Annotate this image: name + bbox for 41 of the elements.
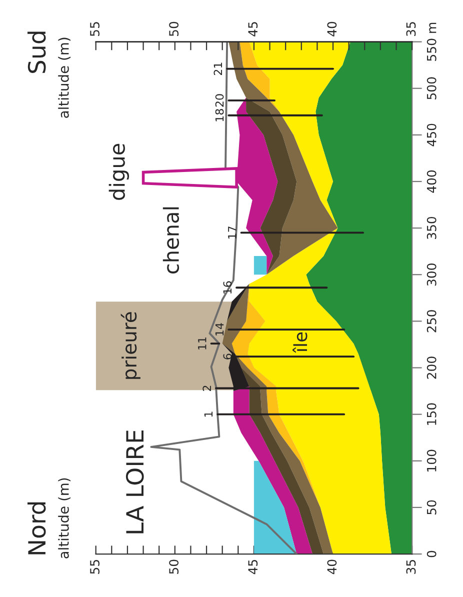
- text: 20: [215, 94, 224, 107]
- y-tick-label: 500: [426, 77, 436, 100]
- annotation: LA LOIRE: [126, 430, 144, 534]
- text: Nord: [27, 502, 46, 554]
- x-tick-label: 45: [248, 22, 258, 36]
- y-tick-label: 300: [426, 264, 436, 286]
- x2-tick-label: 40: [327, 560, 337, 574]
- x-tick-label: 40: [327, 22, 337, 36]
- x2-tick-label: 35: [406, 560, 416, 574]
- text: 2: [202, 386, 211, 391]
- text: 1: [204, 412, 212, 417]
- x-tick-label: 55: [90, 22, 100, 36]
- y-tick-label: 550 m: [426, 22, 436, 61]
- text: 16: [223, 281, 232, 294]
- annotation: île: [292, 332, 308, 353]
- text: 14: [215, 323, 224, 336]
- y-tick-label: 200: [426, 356, 436, 379]
- text: 6: [223, 354, 232, 360]
- text: 18: [215, 109, 224, 122]
- text: 17: [228, 226, 236, 239]
- x-tick-label: 35: [406, 22, 416, 36]
- band-label: prieuré: [120, 312, 140, 379]
- x2-tick-label: 55: [90, 560, 100, 574]
- y-tick-label: 150: [426, 403, 436, 425]
- x2-tick-label: 45: [248, 560, 258, 574]
- y-tick-label: 100: [426, 450, 436, 472]
- text: 21: [214, 62, 222, 76]
- x2-tick-label: 50: [169, 560, 179, 574]
- text: altitude (m): [58, 38, 71, 118]
- y-tick-label: 0: [426, 550, 436, 558]
- annotation: chenal: [162, 207, 180, 274]
- annotation: digue: [108, 144, 130, 200]
- x-tick-label: 50: [169, 22, 179, 36]
- y-tick-label: 350: [426, 216, 436, 240]
- y-tick-label: 250: [426, 310, 436, 332]
- y-tick-label: 450: [426, 124, 436, 146]
- text: 11: [198, 337, 206, 350]
- y-tick-label: 50: [426, 500, 436, 514]
- text: altitude (m): [58, 478, 71, 558]
- text: Sud: [27, 32, 46, 73]
- y-tick-label: 400: [426, 170, 436, 193]
